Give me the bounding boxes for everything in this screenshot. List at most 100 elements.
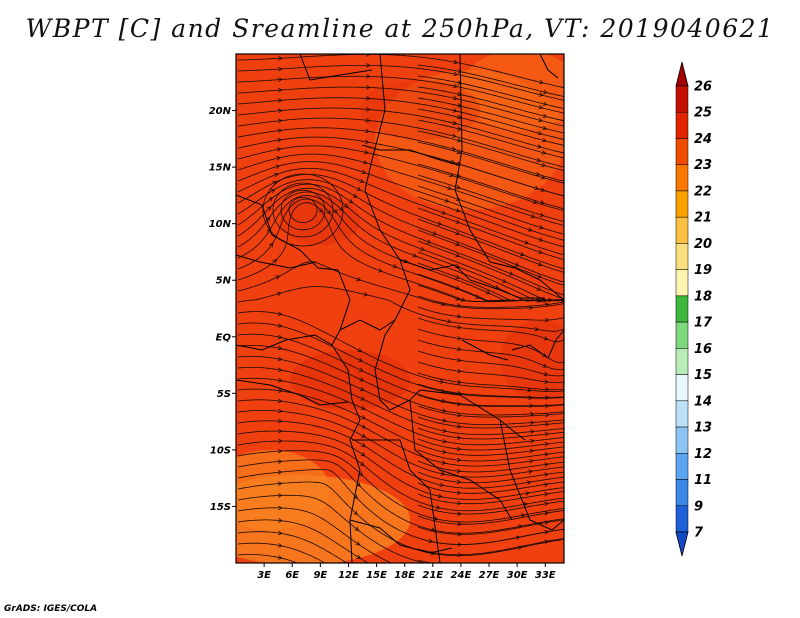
streamline [237, 430, 564, 500]
streamline [237, 481, 564, 557]
streamline-arrow [365, 128, 371, 134]
streamline-arrow [451, 133, 457, 138]
streamline-arrow [274, 172, 279, 178]
streamline-arrow [530, 420, 535, 425]
streamline-arrow [277, 356, 283, 362]
lat-tick-label: 5N [216, 276, 232, 287]
streamline-arrow [542, 298, 548, 303]
streamline-arrow [266, 206, 272, 211]
colorbar-label: 12 [694, 447, 712, 462]
streamline-arrow [538, 249, 543, 254]
colorbar-box [675, 243, 689, 270]
streamline [417, 284, 564, 303]
field-patch [460, 54, 564, 130]
streamline [417, 438, 564, 451]
streamline [237, 542, 326, 563]
streamline-arrow [277, 481, 283, 486]
streamline-arrow [529, 459, 534, 464]
streamline-arrow [277, 555, 283, 560]
streamline-arrow [544, 462, 549, 467]
streamline-arrow [525, 491, 530, 496]
streamline [417, 97, 564, 134]
streamline [237, 410, 564, 478]
streamline-arrow [540, 200, 545, 205]
streamline-arrow [536, 157, 542, 163]
streamline-arrow [278, 418, 283, 424]
streamline-arrow [433, 516, 439, 521]
streamline [417, 427, 564, 440]
streamline-arrow [456, 138, 462, 143]
streamline [417, 306, 564, 321]
streamline-arrow [276, 291, 282, 297]
streamline [417, 519, 564, 535]
streamline-arrow [545, 395, 550, 400]
colorbar-label: 17 [694, 316, 713, 331]
streamline-arrow [275, 164, 281, 169]
field-patch [360, 80, 480, 140]
streamline-arrow [455, 253, 460, 258]
streamline [417, 185, 564, 235]
streamline-arrow [542, 363, 548, 368]
streamline-arrow [272, 181, 278, 186]
streamline [417, 416, 564, 429]
streamline [417, 75, 564, 109]
streamline-arrow [544, 530, 550, 535]
streamline-arrow [277, 367, 283, 372]
streamline [417, 196, 564, 248]
streamline-arrow [537, 261, 543, 267]
streamline-arrow [357, 347, 363, 352]
streamline [417, 361, 564, 383]
streamline-arrow [455, 219, 461, 224]
country-border [236, 379, 349, 406]
streamline-arrow [540, 187, 546, 192]
country-border [399, 259, 545, 299]
streamline-arrow [439, 379, 445, 384]
lon-tick-label: 3E [257, 570, 271, 581]
streamline-arrow [353, 510, 358, 516]
colorbar-label: 20 [694, 237, 712, 252]
streamline [417, 273, 564, 302]
streamline [237, 440, 564, 512]
streamline-arrow [441, 398, 447, 403]
streamline [417, 163, 564, 210]
streamline-arrow [361, 169, 367, 175]
streamline [237, 153, 564, 226]
streamline [237, 345, 564, 416]
field-patch [280, 195, 360, 245]
country-border [339, 319, 396, 331]
streamline-arrow [528, 469, 533, 475]
streamline-arrow [538, 237, 544, 242]
streamline-arrow [456, 424, 462, 429]
streamline-arrow [456, 446, 462, 452]
lon-tick-label: 33E [535, 570, 556, 581]
streamline-arrow [361, 442, 366, 447]
colorbar-label: 9 [694, 499, 703, 514]
streamline-arrow [544, 379, 550, 384]
streamline-arrow [354, 526, 360, 531]
lat-tick-label: 10N [209, 219, 232, 230]
chart-title: WBPT [C] and Sreamline at 250hPa, VT: 20… [25, 14, 775, 43]
streamline [237, 145, 564, 212]
streamline-arrow [441, 449, 447, 454]
streamline-arrow [539, 225, 544, 230]
colorbar-box [675, 505, 689, 533]
streamline [417, 481, 564, 494]
streamline-arrow [277, 459, 283, 464]
streamline-arrow [457, 532, 463, 537]
streamline-arrow [275, 275, 281, 280]
colorbar-box [675, 479, 689, 507]
streamline-arrow [277, 543, 283, 548]
streamline-arrow [457, 401, 462, 407]
latitude-axis: 20N 15N 10N 5N EQ 5S 10S 15S [209, 106, 236, 513]
streamline-arrow [278, 518, 283, 523]
streamline-arrow [544, 492, 549, 497]
streamline-arrow [426, 239, 432, 244]
streamline-arrow [530, 438, 535, 444]
lon-tick-label: 24E [451, 570, 472, 581]
streamline-arrow [363, 160, 368, 165]
streamline-arrow [441, 408, 447, 413]
streamline-arrow [442, 438, 448, 444]
streamline [417, 141, 564, 184]
streamline-arrow [326, 209, 331, 215]
streamline-arrow [520, 513, 526, 518]
